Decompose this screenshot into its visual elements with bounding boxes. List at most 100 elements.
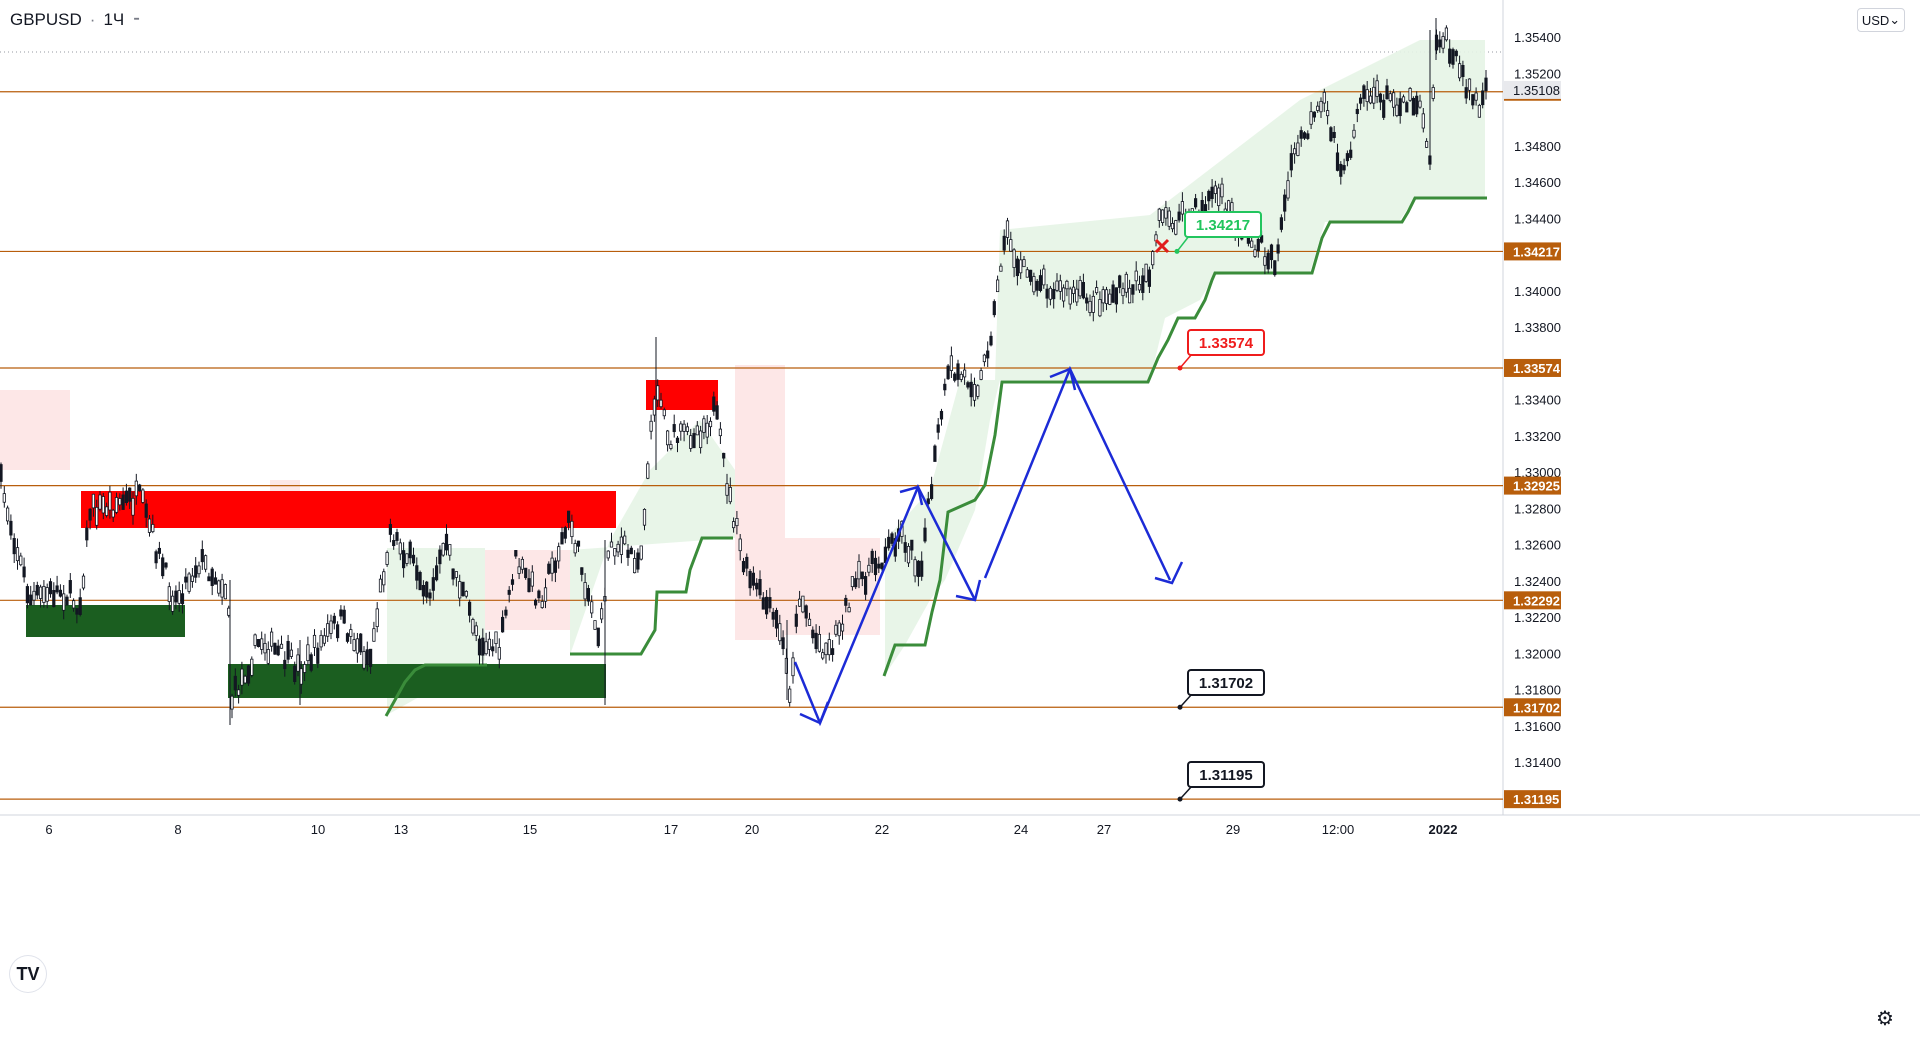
- candle-body: [982, 354, 987, 363]
- currency-button[interactable]: USD ⌄: [1857, 8, 1905, 32]
- candle-body: [230, 695, 234, 710]
- candle-body: [75, 608, 79, 615]
- candle-body: [1062, 287, 1066, 302]
- candle-body: [514, 550, 518, 557]
- candle-body: [1263, 256, 1267, 266]
- candle-body: [844, 597, 848, 606]
- candle-body: [223, 584, 227, 600]
- candle-body: [233, 675, 237, 691]
- candle-body: [831, 648, 835, 655]
- candle-body: [1253, 249, 1257, 257]
- candle-body: [702, 418, 706, 433]
- candle-body: [329, 620, 333, 634]
- candle-body: [157, 547, 161, 554]
- candle-body: [722, 452, 726, 459]
- gear-icon[interactable]: ⚙: [1876, 1008, 1894, 1030]
- candle-body: [913, 559, 917, 577]
- candle-body: [609, 541, 614, 548]
- candle-body: [1085, 297, 1089, 304]
- candle-body: [593, 620, 597, 630]
- candle-body: [1161, 209, 1165, 223]
- candle-body: [1398, 98, 1402, 117]
- candle-body: [817, 633, 822, 652]
- candle-body: [1388, 93, 1392, 102]
- candle-body: [600, 608, 604, 620]
- candle-body: [220, 579, 224, 598]
- candle-body: [1352, 129, 1356, 138]
- candle-body: [1220, 183, 1224, 198]
- candle-body: [550, 557, 554, 574]
- candle-body: [1118, 275, 1122, 288]
- x-tick-label: 2022: [1429, 822, 1458, 837]
- candle-body: [646, 463, 650, 479]
- candle-body: [1458, 63, 1462, 79]
- candle-body: [154, 551, 158, 564]
- candle-body: [1019, 259, 1023, 274]
- candle-body: [672, 424, 676, 433]
- candle-body: [798, 598, 802, 607]
- more-icon[interactable]: ⁃: [132, 10, 141, 29]
- candle-body: [586, 588, 591, 602]
- candle-body: [434, 565, 439, 581]
- candle-body: [359, 633, 363, 653]
- arrow-head-2: [899, 485, 924, 506]
- candle-body: [751, 572, 756, 586]
- candle-body: [1309, 111, 1313, 125]
- candle-body: [448, 544, 452, 556]
- candle-body: [986, 350, 990, 359]
- candle-body: [732, 521, 736, 529]
- candle-body: [164, 562, 168, 568]
- candle-body: [857, 560, 861, 580]
- candle-body: [451, 568, 455, 580]
- level-price-label: 1.32292: [1513, 593, 1560, 608]
- candle-body: [903, 542, 907, 553]
- tradingview-logo-icon[interactable]: TV: [10, 956, 46, 992]
- candle-body: [708, 420, 713, 428]
- candle-body: [250, 658, 254, 676]
- level-price-tag: [1504, 358, 1561, 377]
- candle-body: [72, 600, 76, 609]
- candle-body: [1200, 200, 1204, 213]
- candle-body: [715, 405, 719, 420]
- candle-body: [999, 265, 1003, 272]
- candle-body: [629, 547, 633, 555]
- candle-body: [22, 566, 26, 578]
- candle-body: [431, 577, 435, 591]
- candle-body: [302, 664, 307, 673]
- candle-body: [1382, 99, 1386, 118]
- candle-body: [771, 611, 775, 620]
- candle-body: [791, 657, 795, 677]
- candle-body: [240, 668, 244, 686]
- symbol-header[interactable]: GBPUSD · 1Ч ⁃: [10, 10, 141, 30]
- candle-body: [1273, 260, 1277, 276]
- candle-body: [811, 629, 815, 639]
- candle-body: [507, 589, 511, 595]
- candle-body: [557, 546, 561, 562]
- candle-body: [930, 484, 934, 499]
- candle-body: [477, 638, 482, 656]
- candle-body: [174, 590, 178, 603]
- candle-body: [801, 595, 805, 613]
- candle-body: [745, 556, 749, 569]
- candle-body: [939, 410, 944, 420]
- candle-body: [1048, 287, 1052, 300]
- candle-body: [289, 649, 294, 657]
- candle-body: [322, 635, 327, 644]
- candle-body: [1131, 284, 1135, 295]
- candle-body: [649, 420, 653, 432]
- candle-body: [368, 648, 373, 667]
- arrow-head-1: [799, 701, 830, 725]
- candle-body: [444, 533, 449, 551]
- candle-body: [1378, 93, 1382, 103]
- candle-body: [804, 605, 808, 619]
- candle-body: [19, 555, 23, 566]
- level-price-label: 1.33574: [1513, 361, 1561, 376]
- candle-body: [1411, 97, 1415, 116]
- candle-body: [969, 381, 973, 398]
- close-icon: [1154, 238, 1170, 254]
- candle-body: [979, 370, 983, 380]
- candle-body: [91, 493, 95, 509]
- candle-body: [428, 592, 432, 599]
